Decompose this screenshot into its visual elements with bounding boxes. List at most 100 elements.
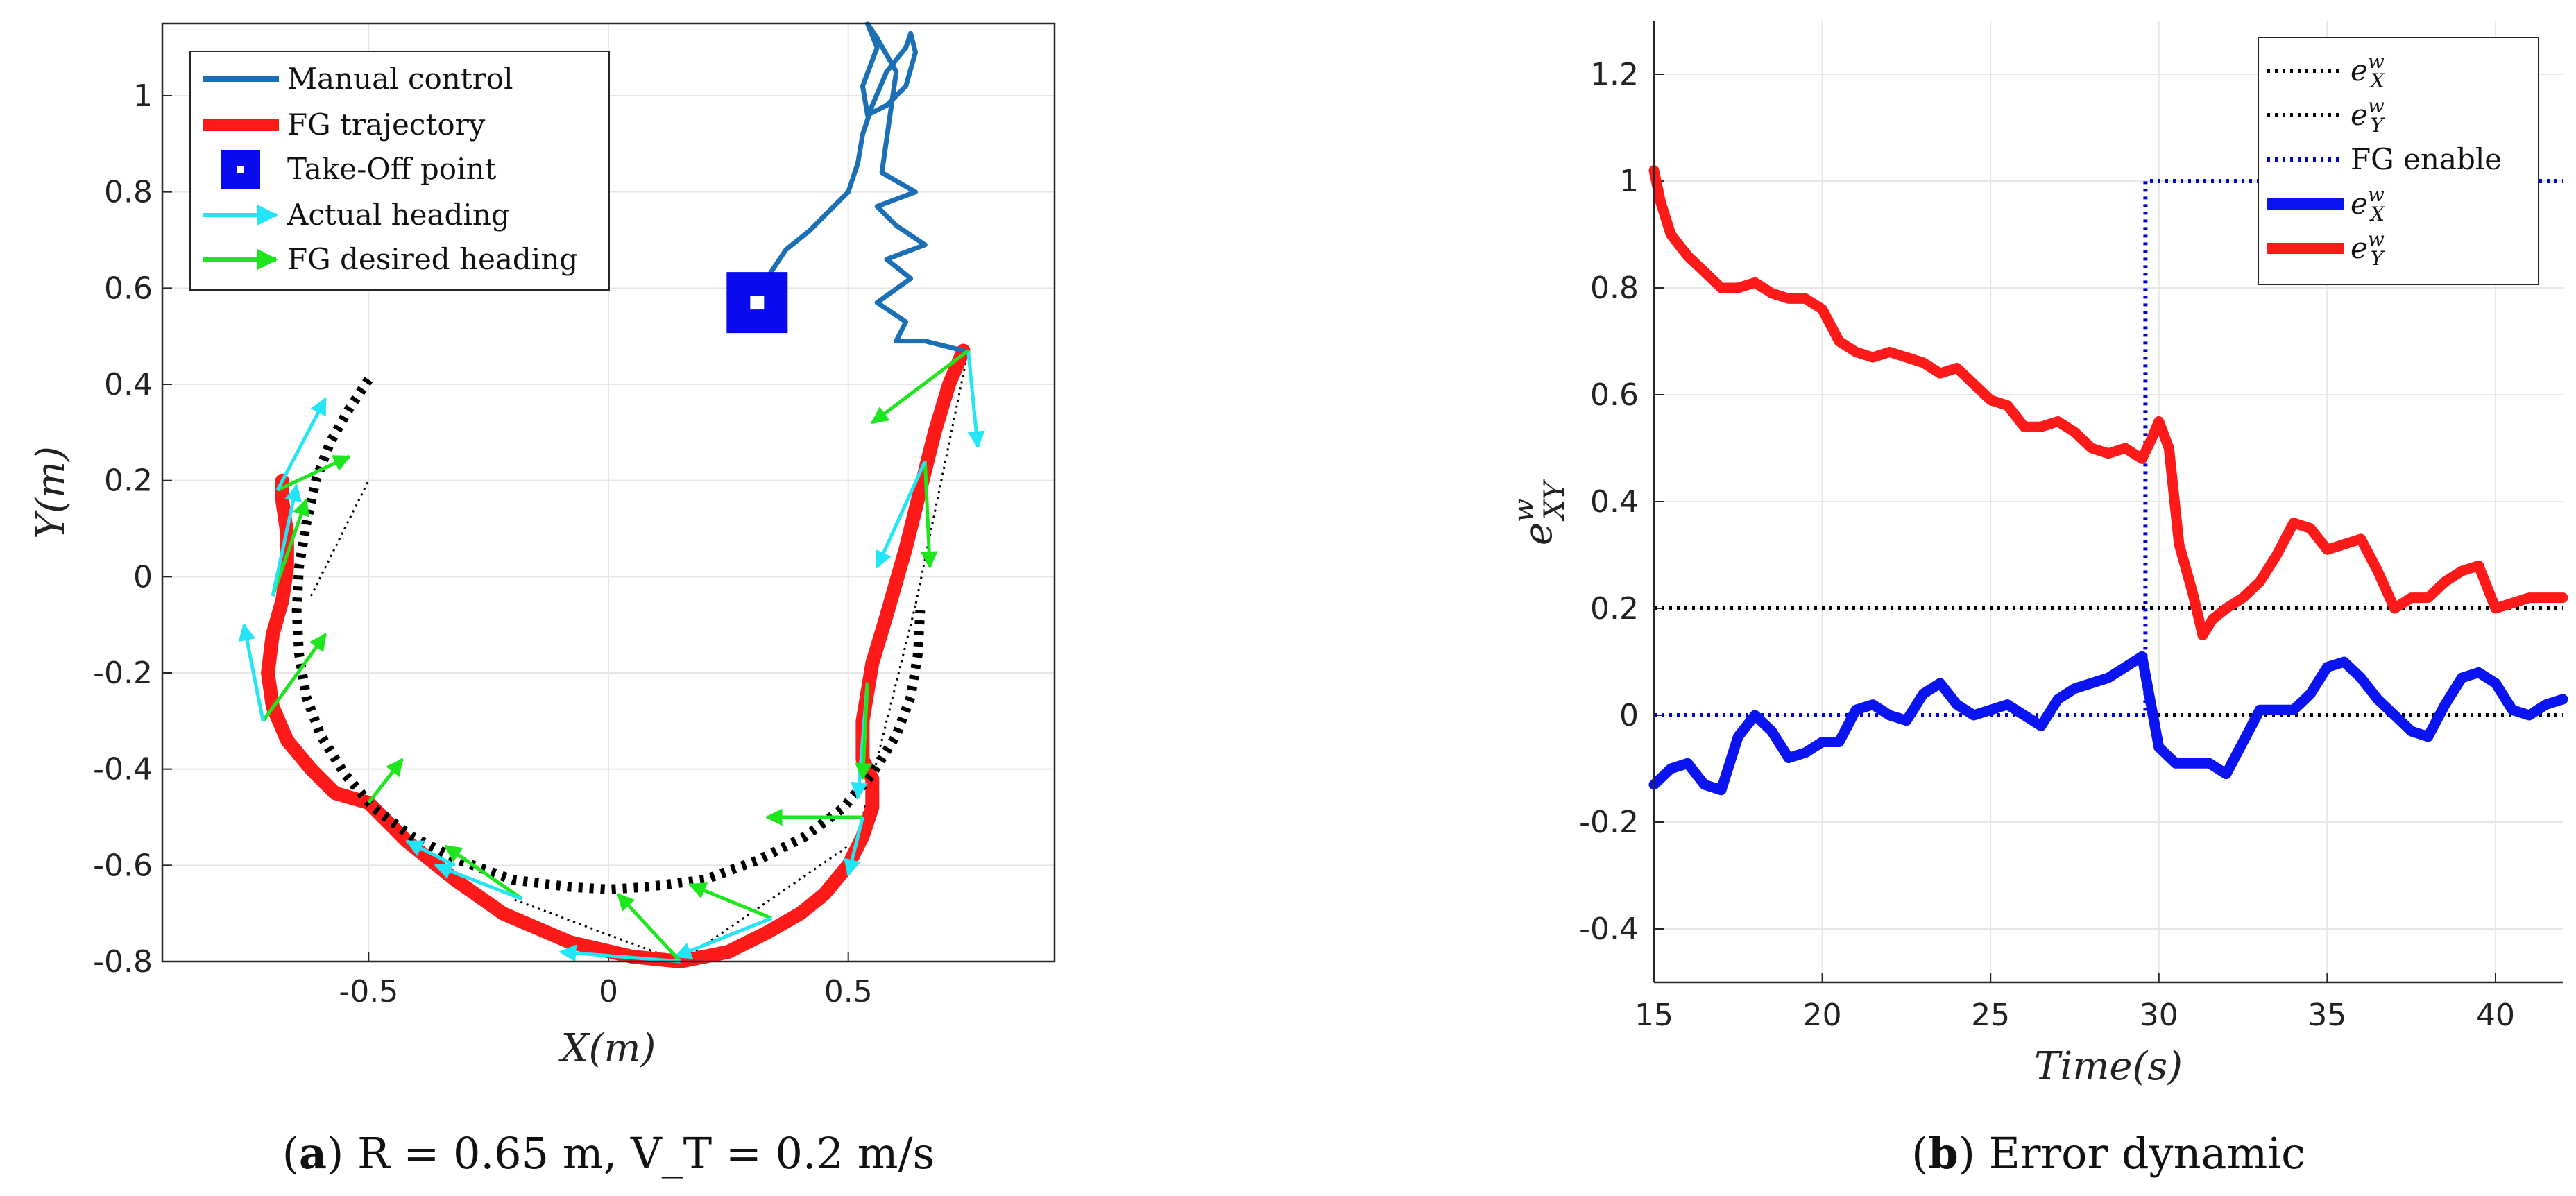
panel-b: -0.4 -0.2 0 0.2 0.4 0.6 0.8 1 1.2 15 20 25 30 35 40 T… [1508,21,2568,1179]
panel-b-x-axis-label: Time(s) [2034,1044,2183,1089]
actual-heading-arrow [434,862,523,901]
panel-b-series [1648,165,2568,796]
panel-b-y-tick-label: 1 [1619,164,1639,199]
fg-desired-heading-arrow [262,633,327,722]
panel-b-y-tick-label: -0.2 [1579,805,1639,840]
fg-desired-heading-arrow [367,758,404,804]
panel-b-y-axis-label: ewXY [1508,479,1571,545]
panel-a-y-axis-label: Y(m) [28,446,74,539]
legend-ey-target-base: e [2351,98,2368,132]
actual-heading-arrow [271,484,302,597]
legend-swatch-takeoff-center [237,166,244,173]
legend-label-manual-control: Manual control [287,62,513,96]
panel-a-x-ticks: -0.5 0 0.5 [339,952,873,1009]
panel-b-legend: ew X ew Y FG enable ew X ew Y [2258,37,2539,285]
panel-a-y-tick-label: -0.6 [93,848,153,883]
panel-b-y-tick-label: 1.2 [1590,57,1639,92]
actual-heading-arrow [844,817,864,877]
panel-b-x-tick-label: 35 [2308,998,2346,1033]
legend-ex-target-sub: X [2369,69,2385,92]
fg-desired-heading-arrow [855,682,873,781]
series-e-w-y [1648,165,2568,640]
svg-text:ewXY: ewXY [1508,479,1571,545]
panel-b-y-tick-label: 0.2 [1590,591,1639,626]
series-e-w-x [1648,651,2568,796]
actual-heading-arrow [674,916,773,959]
legend-label-ex: ew X [2351,183,2385,225]
panel-a-y-tick-label: 0.8 [104,175,153,210]
panel-b-caption-text: Error dynamic [1989,1128,2305,1179]
panel-a-y-tick-label: 0.2 [104,463,153,499]
legend-ex-base: e [2351,187,2368,221]
legend-label-fg-enable: FG enable [2351,142,2502,176]
legend-label-ey: ew Y [2351,228,2385,270]
legend-label-fg-desired-heading: FG desired heading [287,242,578,276]
actual-heading-arrow [405,839,456,867]
panel-b-x-tick-label: 25 [1971,998,2010,1033]
panel-b-y-tick-label: -0.4 [1579,912,1639,947]
series-target-link [309,479,370,597]
fg-desired-heading-arrow [871,349,970,425]
panel-a-y-ticks: -0.8 -0.6 -0.4 -0.2 0 0.2 0.4 0.6 0.8 1 [93,78,172,980]
panel-b-y-tick-label: 0 [1619,698,1639,733]
fg-desired-heading-arrow [920,461,938,569]
panel-b-x-tick-label: 15 [1635,998,1673,1033]
panel-a-y-tick-label: 0.6 [104,271,153,306]
legend-ex-sup: w [2368,183,2385,206]
panel-a-y-tick-label: -0.8 [93,944,153,980]
panel-b-x-tick-label: 30 [2140,998,2178,1033]
legend-label-takeoff-point: Take-Off point [287,152,497,186]
panel-b-y-tick-label: 0.6 [1590,377,1639,413]
panel-a-x-tick-label: 0.5 [824,974,873,1009]
panel-b-x-tick-label: 20 [1803,998,1842,1033]
panel-b-y-ticks: -0.4 -0.2 0 0.2 0.4 0.6 0.8 1 1.2 [1579,57,1664,947]
legend-label-ey-target: ew Y [2351,94,2385,137]
fg-desired-heading-arrow [688,882,773,920]
legend-label-actual-heading: Actual heading [287,198,510,232]
panel-b-caption: (b) Error dynamic [1911,1128,2305,1179]
panel-a-axes-frame [161,22,1056,963]
legend-label-fg-trajectory: FG trajectory [287,108,486,142]
panel-a-y-tick-label: 1 [133,78,153,114]
legend-ey-sup: w [2368,228,2385,250]
legend-label-ex-target: ew X [2351,50,2385,92]
series-target-link [679,845,849,963]
panel-a-legend: Manual control FG trajectory Take-Off po… [189,51,610,291]
takeoff-point-center [750,296,765,310]
legend-ex-target-sup: w [2368,50,2385,73]
panel-b-x-tick-label: 40 [2476,998,2515,1033]
panel-a-x-tick-label: 0 [599,974,618,1009]
panel-b-x-ticks: 15 20 25 30 35 40 [1635,973,2515,1033]
panel-a: -0.8-0.6-0.4-0.200.20.40.60.81 -0.5 0 0.5 … [28,21,1056,1179]
fg-desired-heading-arrow [271,498,309,597]
panel-a-y-tick-label: -0.4 [93,752,153,787]
panel-b-y-tick-label: 0.8 [1590,271,1639,306]
fg-desired-heading-arrow [443,844,523,900]
panel-a-caption: (a) R = 0.65 m, V_T = 0.2 m/s [282,1128,935,1179]
actual-heading-arrow [275,397,327,491]
takeoff-point-marker [726,272,788,334]
panel-a-x-tick-label: -0.5 [339,974,398,1009]
panel-a-y-tick-label: -0.2 [93,656,153,691]
panel-a-y-tick-label: 0 [133,559,153,595]
legend-ey-target-sup: w [2368,94,2385,117]
panel-b-y-tick-label: 0.4 [1590,484,1639,520]
panel-a-caption-label: a [299,1128,327,1179]
fg-desired-heading-arrow [276,454,351,492]
legend-ex-target-base: e [2351,53,2368,87]
actual-heading-arrow [875,460,927,569]
panel-b-caption-label: b [1928,1128,1958,1179]
actual-heading-arrow [558,944,681,964]
legend-ex-sub: X [2369,203,2385,225]
actual-heading-arrow [238,623,265,721]
legend-ey-target-sub: Y [2371,114,2385,137]
panel-a-x-axis-label: X(m) [558,1026,656,1071]
panel-a-heading-arrows [238,349,985,964]
actual-heading-arrow [966,350,985,449]
panel-a-caption-text: R = 0.65 m, V_T = 0.2 m/s [357,1128,935,1179]
series-manual-control [754,21,966,353]
fg-desired-heading-arrow [616,893,682,963]
legend-ey-base: e [2351,231,2368,265]
panel-a-y-tick-label: 0.4 [104,367,153,402]
